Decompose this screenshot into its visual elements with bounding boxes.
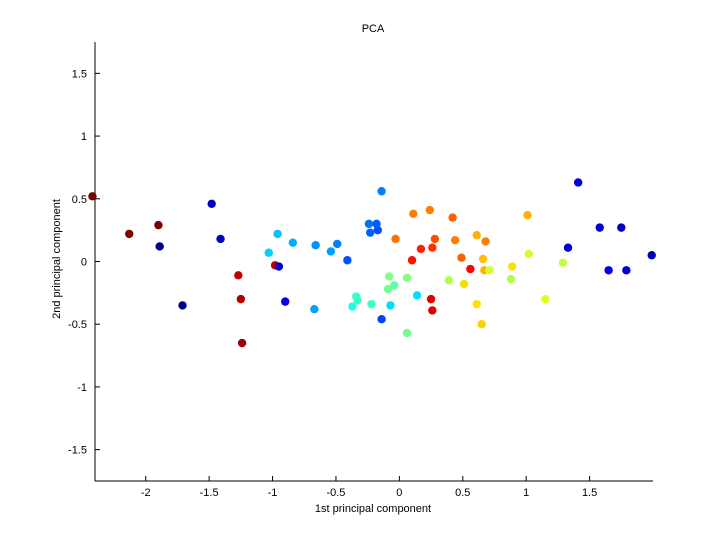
data-point [391,234,400,244]
data-point [595,223,604,232]
data-point [425,205,434,215]
data-point [125,229,134,239]
data-point [353,296,362,305]
data-point [274,262,284,271]
y-axis-ticks: -1.5 -1 -0.5 0 0.5 1 1.5 [68,68,100,457]
data-point [558,258,568,267]
y-axis-label: 2nd principal component [51,199,63,319]
data-point [444,276,454,285]
data-point [541,294,550,304]
data-point [402,273,412,283]
data-point [281,297,290,306]
data-point [333,239,342,249]
data-point [573,178,583,187]
data-point [563,243,573,252]
data-point [264,248,273,257]
data-point [506,274,516,284]
data-point [450,235,460,245]
data-point [311,240,320,250]
data-point [412,291,422,300]
y-tick-label: -0.5 [68,319,87,331]
data-point [428,306,437,315]
data-point [485,266,494,275]
data-point [457,253,466,262]
data-point [390,281,399,290]
y-tick-label: 0.5 [72,194,87,206]
data-point [416,244,426,254]
data-point [622,266,631,275]
data-point [154,220,163,230]
x-tick-label: -0.5 [326,487,345,499]
plot-axes [94,42,653,482]
data-point [409,209,418,219]
data-point [478,254,488,264]
data-point [481,237,490,246]
y-tick-label: -1 [77,382,87,394]
data-point [459,279,469,289]
data-point [236,294,246,304]
data-point [377,187,386,196]
data-point [367,299,376,309]
data-point [348,302,357,311]
x-tick-label: -1 [268,487,278,499]
data-point [617,223,626,232]
data-point [273,229,282,239]
y-tick-label: 1 [81,131,87,143]
data-point [288,238,298,247]
y-tick-label: 1.5 [72,68,87,80]
data-point [385,272,394,281]
data-point [448,213,457,222]
data-point [155,242,164,251]
y-tick-label: 0 [81,257,87,269]
data-point [466,264,475,274]
data-point [178,301,187,310]
data-point [430,234,440,244]
data-point [472,299,481,309]
x-axis-ticks: -2 -1.5 -1 -0.5 0 0.5 1 1.5 [141,476,597,499]
data-point [402,328,412,338]
data-point [234,271,243,280]
x-tick-label: 0.5 [455,487,470,499]
data-point [365,228,375,237]
scatter-points [88,178,656,348]
data-point [377,314,386,324]
data-point [477,320,486,329]
data-point [373,225,383,235]
data-point [310,304,319,314]
data-point [524,249,533,259]
data-point [326,247,336,256]
x-tick-label: -1.5 [200,487,219,499]
data-point [237,338,247,348]
data-point [472,230,481,240]
data-point [523,210,532,220]
data-point [364,219,374,229]
x-tick-label: -2 [141,487,151,499]
y-tick-label: -1.5 [68,445,87,457]
x-tick-label: 0 [396,487,402,499]
x-tick-label: 1.5 [582,487,597,499]
x-tick-label: 1 [523,487,529,499]
chart-title: PCA [362,23,385,35]
data-point [372,219,381,229]
data-point [508,262,517,271]
data-point [407,256,417,265]
data-point [386,301,395,310]
data-point [216,234,225,244]
data-point [343,256,352,265]
data-point [647,251,656,260]
data-point [428,243,437,252]
data-point [426,294,436,304]
x-axis-label: 1st principal component [315,503,431,515]
data-point [383,284,393,294]
data-point [604,266,613,275]
data-point [207,199,216,209]
data-point [88,192,97,201]
